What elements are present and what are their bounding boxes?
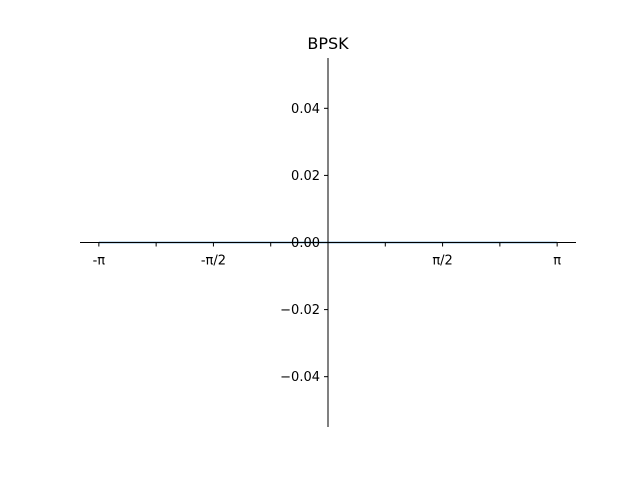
- y-tick-label-1: 0.02: [291, 169, 320, 184]
- x-tick-label-6: π/2: [432, 254, 452, 269]
- chart-title: BPSK: [307, 34, 349, 53]
- x-tick-label-0: -π: [93, 254, 106, 269]
- y-tick-label-0: 0.04: [291, 102, 320, 117]
- y-tick-label-4: −0.04: [280, 370, 320, 385]
- ticks-layer: -π -π/2 π/2 π 0.04 0.02 0.00 −0.02 −0.04: [93, 102, 562, 385]
- x-tick-label-2: -π/2: [201, 254, 226, 269]
- y-tick-label-3: −0.02: [280, 303, 320, 318]
- x-tick-label-8: π: [553, 254, 561, 269]
- y-tick-label-2: 0.00: [291, 236, 320, 251]
